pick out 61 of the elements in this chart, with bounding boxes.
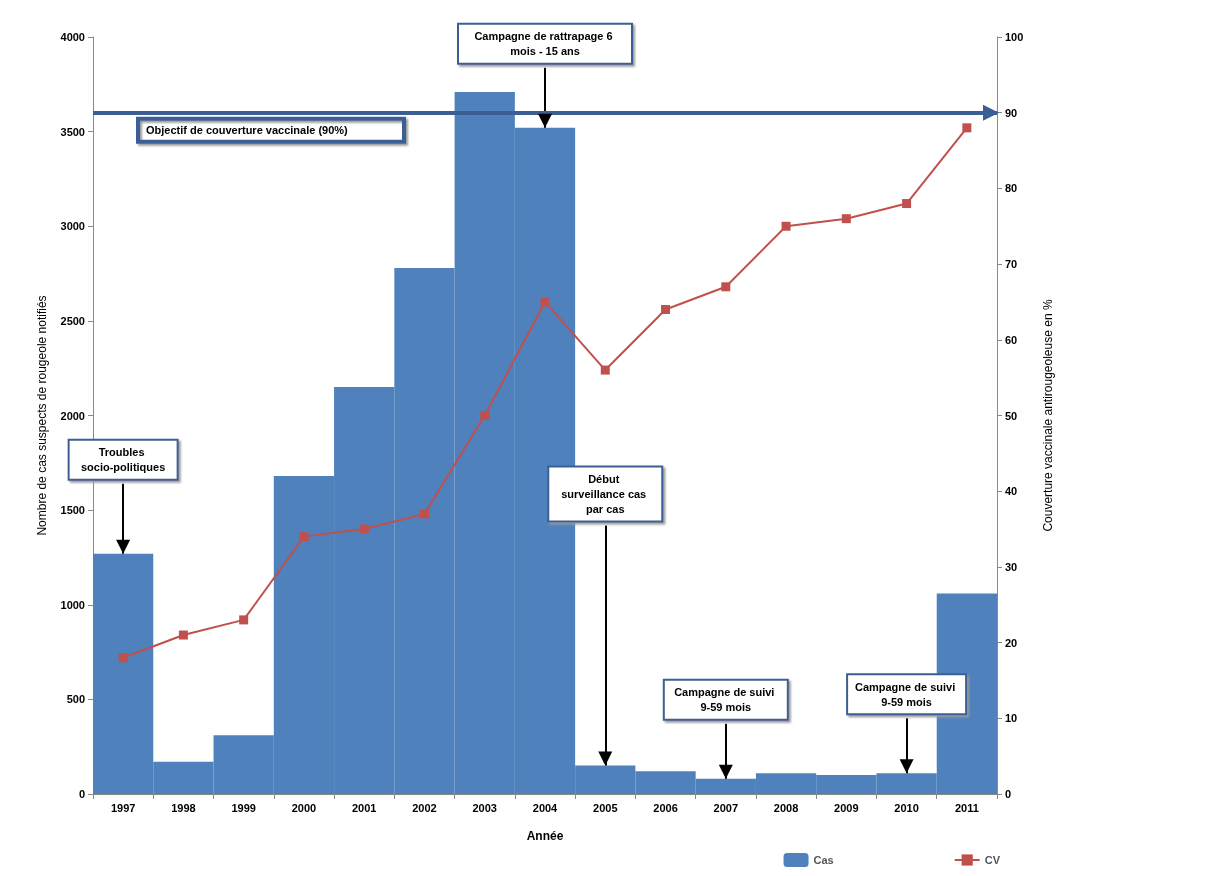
annotation: Campagne de suivi 9-59 mois bbox=[674, 686, 778, 714]
point bbox=[841, 214, 851, 224]
ref-line-label: Objectif de couverture vaccinale (90%) bbox=[146, 124, 349, 137]
y-axis-title: Nombre de cas suspects de rougeole notifiés bbox=[35, 295, 49, 536]
x-tick-label: 2003 bbox=[472, 801, 497, 814]
y-tick-label: 3000 bbox=[60, 220, 85, 233]
x-tick-label: 1998 bbox=[171, 801, 196, 814]
legend-label: CV bbox=[984, 854, 1001, 866]
x-tick-label: 1999 bbox=[231, 801, 256, 814]
x-tick-label: 2005 bbox=[593, 801, 618, 814]
y2-tick-label: 10 bbox=[1005, 712, 1018, 725]
point bbox=[661, 305, 671, 315]
point bbox=[781, 221, 791, 231]
annotation: Troubles socio-politiques bbox=[80, 446, 166, 474]
y-tick-label: 0 bbox=[78, 788, 85, 800]
x-tick-label: 2010 bbox=[894, 801, 919, 814]
y2-tick-label: 20 bbox=[1005, 636, 1018, 649]
y-tick-label: 500 bbox=[66, 693, 85, 706]
y2-tick-label: 40 bbox=[1005, 485, 1018, 498]
x-tick-label: 2000 bbox=[291, 801, 317, 814]
point bbox=[721, 282, 731, 292]
y-tick-label: 2500 bbox=[60, 314, 85, 327]
x-tick-label: 2001 bbox=[351, 801, 377, 814]
point bbox=[600, 365, 610, 375]
point bbox=[902, 199, 912, 209]
x-tick-label: 2006 bbox=[653, 801, 678, 814]
y-tick-label: 4000 bbox=[60, 31, 85, 43]
x-tick-label: 2002 bbox=[412, 801, 437, 814]
y2-axis-title: Couverture vaccinale antirougeoleuse en % bbox=[1041, 299, 1055, 532]
x-tick-label: 2009 bbox=[834, 801, 859, 814]
annotation: Début surveillance cas par cas bbox=[561, 473, 650, 516]
y2-tick-label: 60 bbox=[1005, 333, 1018, 346]
y2-tick-label: 70 bbox=[1005, 258, 1018, 271]
annotation: Campagne de suivi 9-59 mois bbox=[854, 680, 959, 708]
point bbox=[419, 509, 429, 519]
y2-tick-label: 100 bbox=[1005, 31, 1024, 43]
point bbox=[239, 615, 249, 625]
point bbox=[359, 524, 369, 534]
y2-tick-label: 50 bbox=[1005, 409, 1018, 422]
annotation: Campagne de rattrapage 6 mois - 15 ans bbox=[474, 30, 616, 58]
y-tick-label: 3500 bbox=[60, 125, 85, 138]
x-tick-label: 2008 bbox=[773, 801, 799, 814]
point bbox=[962, 123, 972, 133]
point bbox=[540, 297, 550, 307]
point bbox=[118, 653, 128, 663]
y2-tick-label: 0 bbox=[1005, 788, 1012, 800]
x-tick-label: 2007 bbox=[713, 801, 739, 814]
x-tick-label: 2011 bbox=[954, 801, 979, 814]
y2-tick-label: 90 bbox=[1005, 106, 1018, 119]
y-tick-label: 1500 bbox=[60, 504, 85, 517]
x-tick-label: 2004 bbox=[532, 801, 559, 814]
y2-tick-label: 30 bbox=[1005, 560, 1018, 573]
legend-label: Cas bbox=[813, 854, 834, 866]
y-tick-label: 1000 bbox=[60, 598, 85, 611]
point bbox=[178, 630, 188, 640]
point bbox=[480, 411, 490, 420]
y-tick-label: 2000 bbox=[60, 409, 85, 422]
x-axis-title: Année bbox=[526, 829, 564, 843]
x-tick-label: 1997 bbox=[110, 801, 136, 814]
point bbox=[299, 532, 309, 542]
y2-tick-label: 80 bbox=[1005, 182, 1018, 195]
